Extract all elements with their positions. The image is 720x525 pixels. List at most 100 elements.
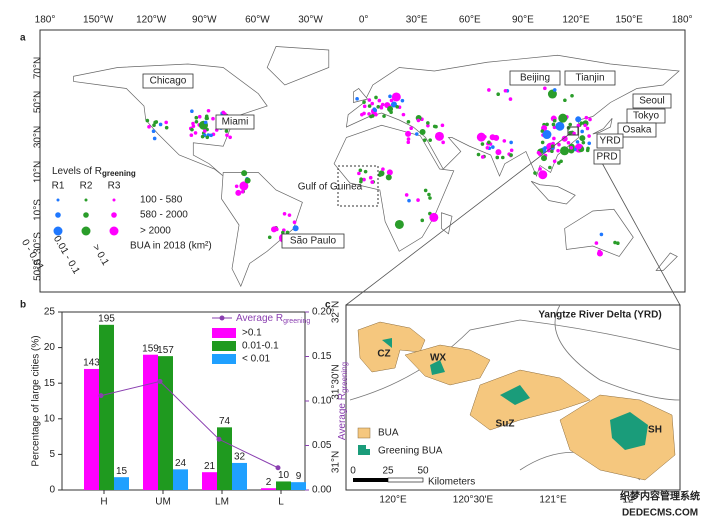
city-dot bbox=[190, 127, 194, 132]
legend-size-title: BUA in 2018 (km²) bbox=[130, 241, 212, 252]
city-dot bbox=[386, 169, 393, 176]
y2-tick-label: 0.05 bbox=[312, 440, 332, 451]
city-dot bbox=[570, 94, 574, 98]
y-axis-label: Percentage of large cities (%) bbox=[31, 335, 42, 466]
city-dot bbox=[194, 120, 199, 124]
city-dot bbox=[370, 114, 375, 118]
inset-lon: 121°E bbox=[539, 495, 567, 506]
city-dot bbox=[228, 135, 232, 140]
inset-legend: BUA bbox=[378, 428, 399, 439]
bar-count: 2 bbox=[266, 477, 272, 488]
bar bbox=[261, 488, 276, 490]
legend-point bbox=[219, 315, 225, 321]
city-dot bbox=[151, 129, 156, 133]
inset-legend: Greening BUA bbox=[378, 446, 443, 457]
legend-size: 580 - 2000 bbox=[140, 210, 188, 221]
city-dot bbox=[200, 134, 205, 139]
city-dot bbox=[538, 170, 548, 180]
bar-count: 74 bbox=[219, 416, 231, 427]
continent bbox=[530, 180, 576, 205]
city-dot bbox=[545, 122, 549, 127]
city-dot bbox=[292, 225, 299, 232]
scale-label: 50 bbox=[417, 466, 429, 477]
city-dot bbox=[483, 134, 487, 139]
city-dot bbox=[203, 120, 208, 125]
bar-count: 195 bbox=[98, 313, 115, 324]
city-dot bbox=[543, 86, 547, 91]
city-dot bbox=[552, 136, 556, 141]
legend-swatch bbox=[212, 341, 236, 351]
city-dot bbox=[225, 133, 229, 137]
city-dot bbox=[540, 140, 545, 145]
place-label: YRD bbox=[599, 136, 620, 147]
x-tick-label: L bbox=[278, 497, 284, 508]
city-dot bbox=[414, 132, 419, 136]
city-dot bbox=[551, 122, 556, 127]
city-dot bbox=[234, 184, 239, 189]
city-dot bbox=[405, 130, 412, 137]
lon-label: 90°E bbox=[512, 15, 534, 26]
city-dot bbox=[390, 101, 397, 108]
city-dot bbox=[487, 140, 491, 145]
lon-label: 120°W bbox=[136, 15, 167, 26]
avg-point bbox=[157, 378, 163, 384]
avg-line bbox=[100, 380, 279, 469]
city-dot bbox=[509, 153, 513, 157]
place-box bbox=[617, 122, 657, 138]
city-dot bbox=[158, 122, 163, 127]
lon-label: 30°W bbox=[298, 15, 323, 26]
continent bbox=[73, 63, 268, 177]
bar bbox=[276, 481, 291, 490]
connector bbox=[595, 151, 681, 306]
place-label: São Paulo bbox=[290, 236, 337, 247]
city-dot bbox=[362, 177, 366, 182]
bar-count: 157 bbox=[157, 345, 174, 356]
city-dot bbox=[189, 133, 194, 138]
place-box bbox=[632, 93, 672, 109]
city-dot bbox=[556, 148, 560, 153]
bar bbox=[202, 472, 217, 490]
city-dot bbox=[575, 140, 580, 144]
city-dot bbox=[426, 123, 430, 128]
connector bbox=[345, 131, 573, 306]
continent bbox=[345, 54, 680, 177]
city-dot bbox=[406, 120, 411, 124]
city-dot bbox=[428, 196, 432, 200]
inset-lon: 120°E bbox=[379, 495, 407, 506]
city-dot bbox=[235, 189, 242, 196]
bar-count: 24 bbox=[175, 458, 187, 469]
legend-column: R1 bbox=[52, 181, 65, 192]
city-dot bbox=[440, 123, 445, 128]
city-dot bbox=[584, 115, 589, 120]
city-dot bbox=[427, 192, 431, 197]
lon-label: 180° bbox=[35, 15, 56, 26]
legend-dot bbox=[55, 212, 61, 218]
city-dot bbox=[579, 135, 586, 142]
city-dot bbox=[292, 220, 297, 225]
city-dot bbox=[616, 241, 620, 246]
city-dot bbox=[241, 170, 248, 177]
place-box bbox=[593, 149, 621, 165]
city-dot bbox=[552, 88, 557, 92]
legend-size: > 2000 bbox=[140, 226, 171, 237]
city-dot bbox=[378, 170, 385, 177]
city-dot bbox=[579, 121, 584, 125]
y2-axis-label-text: Average R bbox=[337, 393, 348, 440]
lat-label: 10°S bbox=[33, 199, 44, 221]
inset-city: SH bbox=[648, 425, 662, 436]
city-dot bbox=[503, 88, 508, 93]
bar bbox=[291, 482, 306, 490]
scale-label: Kilometers bbox=[428, 477, 475, 488]
avg-point bbox=[275, 465, 281, 471]
lon-label: 150°E bbox=[615, 15, 643, 26]
city-dot bbox=[548, 165, 552, 170]
legend-title: Levels of Rgreening bbox=[52, 166, 136, 178]
city-dot bbox=[563, 98, 567, 103]
city-dot bbox=[613, 240, 617, 245]
place-label: Beijing bbox=[520, 73, 550, 84]
place-label: Gulf of Guinea bbox=[298, 182, 363, 193]
city-dot bbox=[267, 235, 272, 240]
city-dot bbox=[547, 89, 557, 99]
city-dot bbox=[585, 126, 590, 131]
scale-label: 0 bbox=[350, 466, 356, 477]
